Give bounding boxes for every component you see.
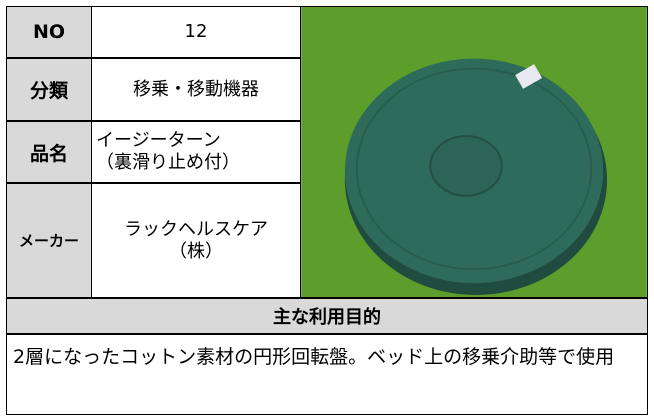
row-value: ラックヘルスケア （株） [91,183,301,298]
section-title: 主な利用目的 [6,298,648,334]
product-photo [300,6,648,298]
row-label: 分類 [6,58,92,121]
value-line: （株） [169,240,223,262]
value-line: ラックヘルスケア [124,218,268,240]
description: 2層になったコットン素材の円形回転盤。ベッド上の移乗介助等で使用 [6,334,648,415]
value-line: 12 [184,21,208,42]
value-line: （裏滑り止め付） [96,152,240,173]
cushion-seam [355,67,593,271]
row-label: メーカー [6,183,92,298]
cushion-center [429,135,503,197]
cushion-tag [515,64,543,89]
row-label: 品名 [6,121,92,183]
value-line: イージーターン [96,130,221,151]
value-line: 移乗・移動機器 [133,78,259,100]
row-value: イージーターン （裏滑り止め付） [91,121,301,183]
row-value: 移乗・移動機器 [91,58,301,121]
row-value: 12 [91,6,301,58]
row-label: NO [6,6,92,58]
